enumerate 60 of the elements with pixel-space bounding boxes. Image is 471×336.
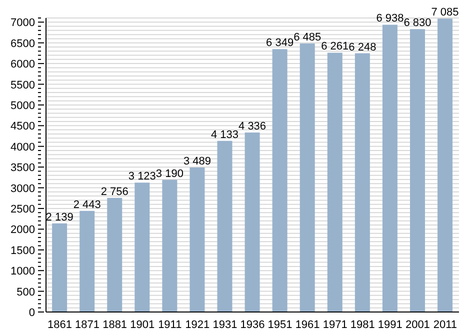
x-tick-label: 2001 bbox=[405, 318, 430, 331]
x-tick-label: 1931 bbox=[212, 318, 238, 331]
bar bbox=[162, 180, 178, 312]
x-tick-label: 2011 bbox=[433, 318, 458, 331]
x-tick-label: 1961 bbox=[295, 318, 320, 331]
bar bbox=[190, 168, 205, 312]
x-tick-label: 1881 bbox=[102, 318, 128, 331]
bar bbox=[107, 198, 122, 312]
y-tick-label: 5500 bbox=[10, 79, 35, 92]
bar bbox=[52, 223, 68, 312]
y-tick-label: 5000 bbox=[10, 100, 35, 112]
x-tick-label: 1951 bbox=[268, 318, 292, 331]
data-label: 3 190 bbox=[156, 168, 184, 180]
data-label: 4 336 bbox=[238, 120, 266, 132]
bar bbox=[217, 140, 232, 312]
data-label: 6 261 bbox=[321, 40, 349, 53]
bar bbox=[382, 24, 398, 312]
data-label: 3 123 bbox=[128, 170, 156, 183]
data-label: 2 443 bbox=[73, 198, 101, 211]
y-tick-label: 2000 bbox=[10, 224, 35, 236]
bar bbox=[354, 53, 370, 312]
bar bbox=[134, 182, 150, 312]
data-label: 4 133 bbox=[210, 128, 239, 141]
y-tick-label: 6500 bbox=[10, 38, 35, 50]
data-label: 6 938 bbox=[376, 12, 404, 25]
bar bbox=[80, 210, 95, 312]
x-tick-label: 1971 bbox=[322, 318, 348, 331]
y-tick-label: 7000 bbox=[10, 17, 35, 30]
x-tick-label: 1871 bbox=[75, 318, 100, 331]
bar bbox=[272, 49, 288, 312]
y-tick-label: 1000 bbox=[10, 266, 35, 278]
y-tick-label: 4000 bbox=[10, 141, 35, 154]
y-tick-label: 3000 bbox=[10, 182, 35, 195]
bar bbox=[410, 29, 425, 312]
data-label: 6 248 bbox=[348, 41, 376, 54]
x-tick-label: 1911 bbox=[158, 318, 182, 331]
x-tick-label: 1901 bbox=[130, 318, 155, 331]
data-label: 6 485 bbox=[294, 31, 322, 44]
data-label: 6 349 bbox=[266, 37, 294, 50]
x-tick-label: 1981 bbox=[350, 318, 375, 331]
data-label: 3 489 bbox=[183, 156, 211, 168]
x-tick-label: 1936 bbox=[240, 318, 265, 331]
data-label: 2 756 bbox=[100, 186, 128, 198]
data-label: 6 830 bbox=[404, 17, 432, 30]
bar bbox=[327, 52, 342, 312]
x-tick-label: 1991 bbox=[378, 318, 402, 331]
y-tick-label: 500 bbox=[16, 286, 35, 298]
data-label: 2 139 bbox=[46, 211, 74, 224]
y-tick-label: 0 bbox=[28, 307, 35, 319]
y-tick-label: 1500 bbox=[10, 244, 35, 257]
y-tick-label: 6000 bbox=[10, 58, 35, 71]
data-label: 7 085 bbox=[431, 6, 459, 19]
y-tick-label: 3500 bbox=[10, 162, 35, 174]
x-tick-label: 1921 bbox=[185, 318, 210, 331]
bar bbox=[244, 132, 260, 312]
bar bbox=[300, 43, 315, 312]
bar bbox=[438, 18, 453, 312]
x-tick-label: 1861 bbox=[48, 318, 72, 331]
y-tick-label: 2500 bbox=[10, 203, 35, 216]
y-tick-label: 4500 bbox=[10, 120, 35, 133]
